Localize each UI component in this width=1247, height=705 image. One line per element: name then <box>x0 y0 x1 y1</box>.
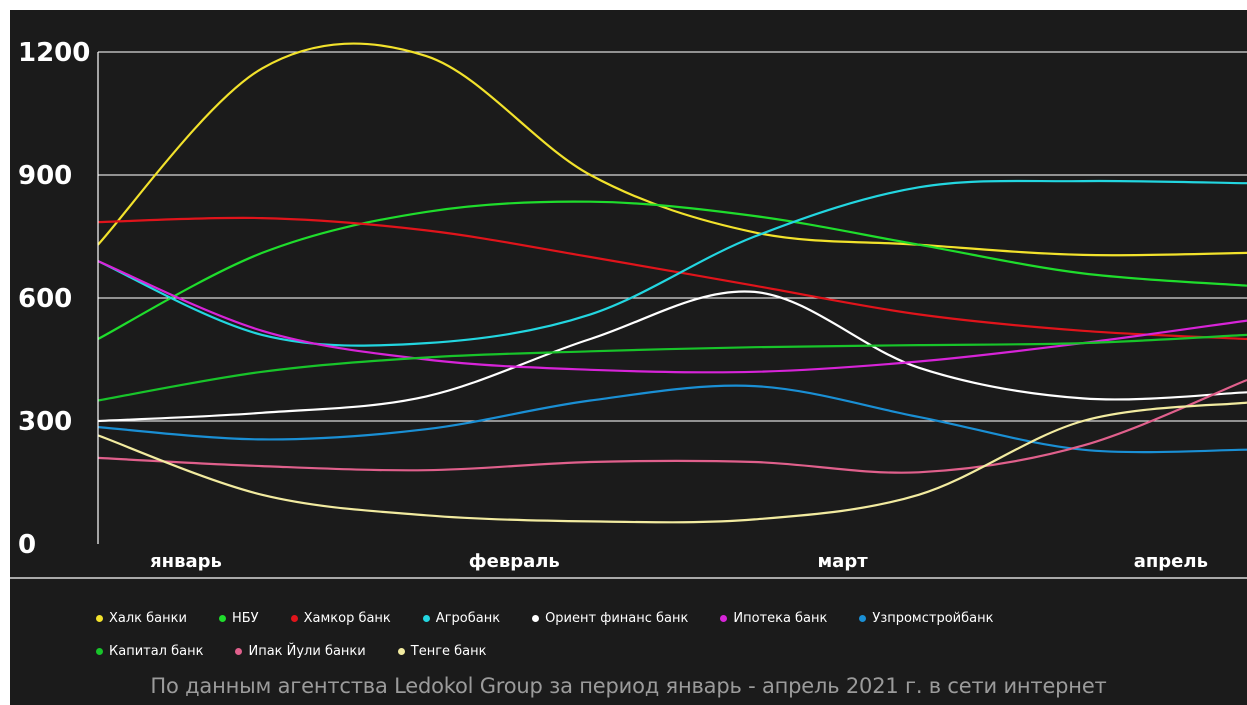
series-line <box>97 384 1247 454</box>
grid-lines <box>98 51 1247 422</box>
legend-item: НБУ <box>218 611 259 626</box>
legend-item: Хамкор банк <box>290 611 391 626</box>
legend-label: Капитал банк <box>109 644 204 659</box>
series-line <box>97 378 1247 474</box>
x-tick-label: апрель <box>1134 551 1208 572</box>
line-chart: 0 300 600 900 1200 январь февраль март апрель <box>10 38 1247 579</box>
legend-swatch <box>532 615 540 622</box>
legend-row: Халк банки НБУ Хамкор банк Агробанк Ориент ф… <box>96 602 1216 635</box>
x-tick-label: февраль <box>469 551 560 572</box>
legend-item: Ипак Йули банки <box>235 644 366 659</box>
legend-item: Агробанк <box>422 611 501 626</box>
y-axis-ticks: 0 300 600 900 1200 <box>18 38 90 560</box>
legend-item: Узпромстройбанк <box>859 611 993 626</box>
y-tick-label: 900 <box>18 161 72 191</box>
y-tick-label: 0 <box>18 530 36 560</box>
x-axis-ticks: январь февраль март апрель <box>150 551 1208 572</box>
series-line <box>97 290 1247 423</box>
legend-swatch <box>859 615 867 622</box>
series-line <box>97 200 1247 340</box>
legend-label: Ипак Йули банки <box>248 644 366 659</box>
legend-item: Капитал банк <box>96 644 203 659</box>
legend-swatch <box>397 648 405 655</box>
source-note: По данным агентства Ledokol Group за пер… <box>150 674 1107 698</box>
series-line <box>97 179 1247 347</box>
axes <box>10 52 1247 579</box>
legend-swatch <box>720 615 728 622</box>
legend-label: НБУ <box>231 611 259 626</box>
series-line <box>97 401 1247 524</box>
legend-item: Халк банки <box>96 611 187 626</box>
x-tick-label: март <box>817 551 868 572</box>
legend-swatch <box>422 615 430 622</box>
legend-label: Ориент финанс банк <box>545 611 689 626</box>
legend-swatch <box>290 615 298 622</box>
series-line <box>97 333 1247 402</box>
legend-swatch <box>96 648 103 655</box>
chart-panel: 0 300 600 900 1200 январь февраль март апрель Х… <box>10 10 1247 705</box>
legend-label: Тенге банк <box>410 644 487 659</box>
series-line <box>97 260 1247 374</box>
y-tick-label: 600 <box>18 284 72 314</box>
legend-label: Ипотека банк <box>733 611 828 626</box>
legend-swatch <box>96 615 103 622</box>
series-line <box>97 42 1247 257</box>
legend-label: Халк банки <box>109 611 187 626</box>
x-tick-label: январь <box>150 551 222 572</box>
legend-swatch <box>218 615 226 622</box>
legend-label: Агробанк <box>435 611 501 626</box>
legend-row: Капитал банк Ипак Йули банки Тенге банк <box>96 635 1216 668</box>
legend-label: Хамкор банк <box>303 611 391 626</box>
y-tick-label: 300 <box>18 407 72 437</box>
series-line <box>97 216 1247 341</box>
legend-label: Узпромстройбанк <box>872 611 994 626</box>
series-lines <box>97 42 1247 524</box>
legend-item: Ипотека банк <box>720 611 827 626</box>
legend-item: Ориент финанс банк <box>532 611 688 626</box>
legend-item: Тенге банк <box>397 644 487 659</box>
legend-swatch <box>235 648 243 655</box>
legend: Халк банки НБУ Хамкор банк Агробанк Ориент ф… <box>96 602 1216 668</box>
y-tick-label: 1200 <box>18 38 90 68</box>
